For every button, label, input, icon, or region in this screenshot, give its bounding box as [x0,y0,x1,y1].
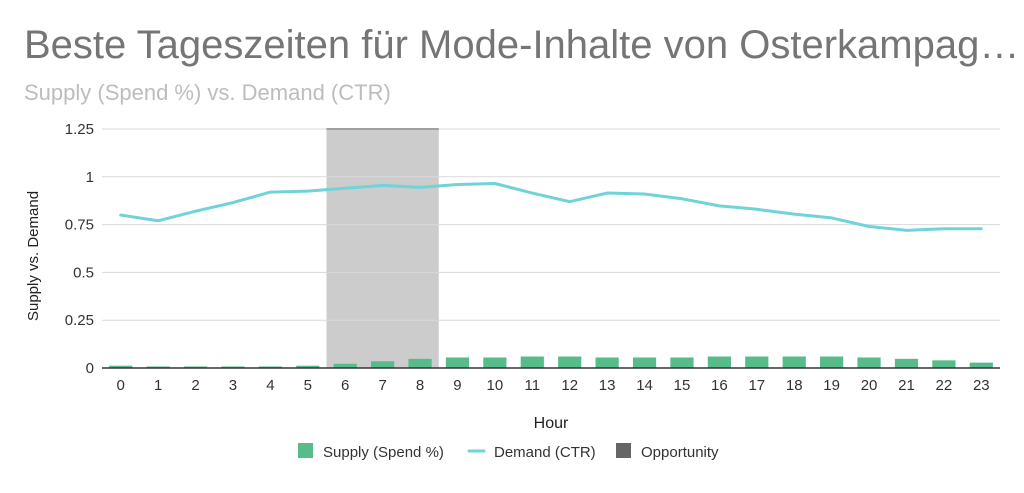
x-tick-label: 15 [674,377,691,394]
legend-swatch [616,443,631,458]
legend-swatch [298,443,313,458]
supply-bar [221,366,245,368]
y-tick-label: 0 [86,360,94,377]
x-tick-label: 17 [748,377,765,394]
supply-bar [558,356,582,368]
x-tick-label: 2 [191,377,199,394]
supply-bar [857,357,881,368]
supply-bar [109,365,133,368]
supply-bar [258,366,282,368]
supply-bar [183,366,208,368]
x-tick-label: 0 [117,377,125,394]
x-tick-label: 21 [898,377,915,394]
y-axis-label: Supply vs. Demand [25,191,42,321]
x-tick-label: 19 [823,377,840,394]
y-tick-label: 1.25 [65,121,94,138]
y-tick-label: 0.25 [65,312,94,329]
y-tick-label: 1 [86,169,94,186]
x-tick-label: 20 [861,377,878,394]
supply-bar [894,358,919,368]
x-tick-label: 8 [416,377,424,394]
legend-label: Demand (CTR) [494,444,596,461]
x-tick-label: 18 [786,377,803,394]
x-tick-label: 6 [341,377,349,394]
supply-bar [969,362,993,368]
x-tick-label: 22 [936,377,953,394]
x-tick-label: 23 [973,377,990,394]
supply-bar [782,356,806,368]
opportunity-band [326,129,439,368]
supply-bar [445,357,470,368]
chart-legend: Supply (Spend %) Demand (CTR) Opportunity [298,443,719,461]
supply-bar [745,356,769,368]
supply-bar [707,356,731,368]
supply-bar [146,366,170,368]
x-tick-label: 3 [229,377,237,394]
supply-bar [520,356,544,368]
x-tick-label: 1 [154,377,162,394]
supply-bar [333,363,357,368]
legend-label: Opportunity [641,444,719,461]
supply-bar [932,360,956,368]
x-tick-label: 16 [711,377,728,394]
legend-label: Supply (Spend %) [323,444,444,461]
x-axis-label: Hour [534,415,569,432]
supply-bar [408,358,432,368]
x-tick-label: 13 [599,377,616,394]
supply-bar [595,357,619,368]
supply-bar [371,361,395,368]
x-tick-label: 9 [453,377,461,394]
x-tick-label: 7 [378,377,386,394]
x-tick-label: 14 [636,377,653,394]
supply-bar [296,365,320,368]
x-tick-label: 4 [266,377,274,394]
chart-subtitle: Supply (Spend %) vs. Demand (CTR) [24,80,391,105]
x-tick-label: 11 [525,377,541,394]
supply-bar [483,357,507,368]
x-tick-label: 12 [561,377,578,394]
y-tick-label: 0.75 [65,217,94,234]
demand-line [119,181,983,232]
supply-bar [632,357,657,368]
chart-title: Beste Tageszeiten für Mode-Inhalte von O… [24,23,1019,67]
x-tick-label: 10 [487,377,504,394]
supply-bar [670,357,694,368]
x-tick-label: 5 [304,377,312,394]
supply-bar [820,356,844,368]
y-tick-label: 0.5 [73,264,94,281]
